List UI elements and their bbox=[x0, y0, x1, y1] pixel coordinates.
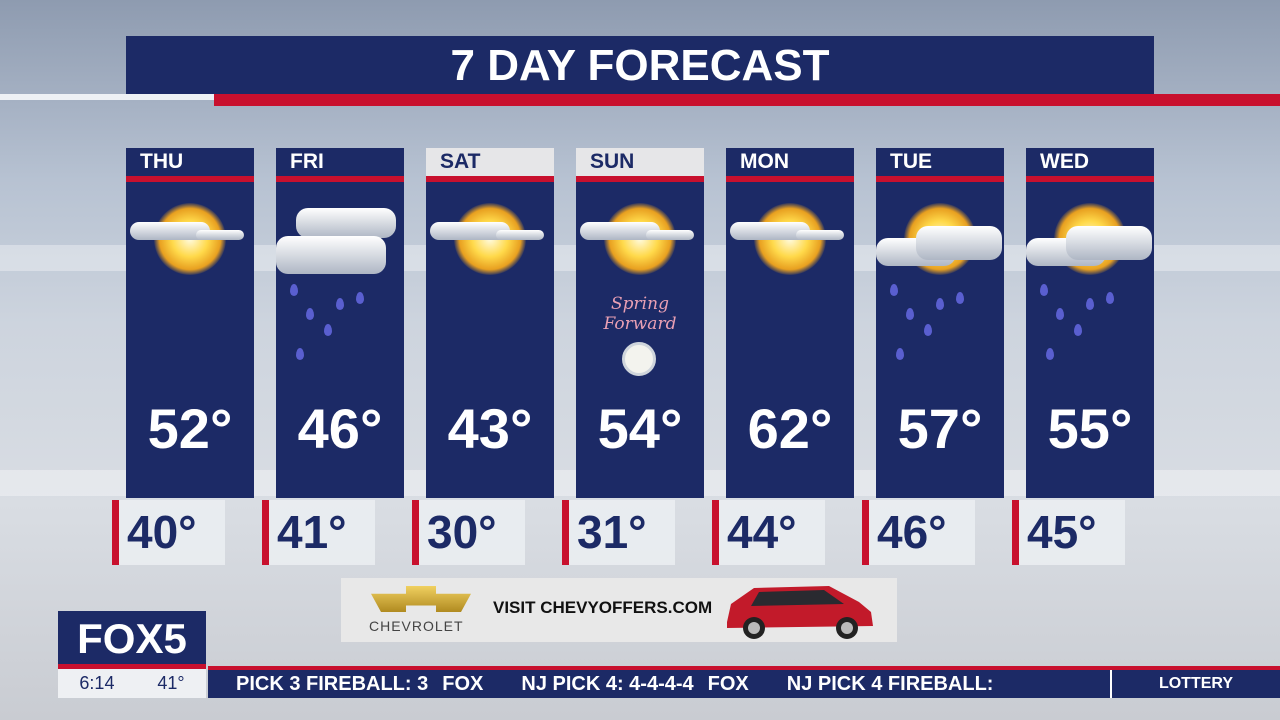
forecast-day-mon: MON 62° bbox=[726, 148, 854, 498]
low-temp: 31° bbox=[562, 500, 675, 565]
ticker-section-label: LOTTERY bbox=[1110, 670, 1280, 698]
low-temp: 41° bbox=[262, 500, 375, 565]
alarm-clock-icon bbox=[622, 342, 656, 376]
high-temp: 52° bbox=[147, 397, 233, 460]
divider bbox=[426, 176, 554, 182]
divider bbox=[276, 176, 404, 182]
low-temp: 30° bbox=[412, 500, 525, 565]
time-temp-box: 6:14 41° bbox=[58, 669, 206, 698]
ticker-item: NJ PICK 4 FIREBALL: bbox=[786, 672, 994, 695]
day-label: THU bbox=[140, 150, 184, 173]
divider bbox=[214, 94, 1280, 106]
low-temp: 45° bbox=[1012, 500, 1125, 565]
day-label: WED bbox=[1040, 150, 1089, 173]
chevrolet-ad[interactable]: CHEVROLET VISIT CHEVYOFFERS.COM bbox=[341, 578, 897, 642]
low-temp: 46° bbox=[862, 500, 975, 565]
high-temp: 62° bbox=[747, 397, 833, 460]
ad-brand: CHEVROLET bbox=[369, 618, 464, 634]
day-label: TUE bbox=[890, 150, 932, 173]
low-temp: 40° bbox=[112, 500, 225, 565]
forecast-day-tue: TUE 57° bbox=[876, 148, 1004, 498]
divider bbox=[726, 176, 854, 182]
ad-text: VISIT CHEVYOFFERS.COM bbox=[493, 598, 713, 617]
forecast-day-thu: THU 52° bbox=[126, 148, 254, 498]
high-temp: 55° bbox=[1047, 397, 1133, 460]
day-label: SAT bbox=[426, 148, 554, 176]
high-temp: 57° bbox=[897, 397, 983, 460]
fox-logo-icon: FOX bbox=[707, 672, 749, 695]
low-temp: 44° bbox=[712, 500, 825, 565]
divider bbox=[576, 176, 704, 182]
day-label: FRI bbox=[290, 150, 324, 173]
divider bbox=[126, 176, 254, 182]
spring-forward-note: Spring Forward bbox=[603, 294, 677, 334]
fox5-logo: FOX5 bbox=[58, 611, 206, 669]
chevrolet-logo-icon bbox=[371, 586, 471, 612]
current-time: 6:14 bbox=[79, 673, 115, 693]
forecast-day-sun: SUN Spring Forward 54° bbox=[576, 148, 704, 498]
news-ticker: PICK 3 FIREBALL: 3 FOX NJ PICK 4: 4-4-4-4 F… bbox=[208, 666, 1280, 698]
divider bbox=[1026, 176, 1154, 182]
forecast-day-sat: SAT 43° bbox=[426, 148, 554, 498]
current-temp: 41° bbox=[157, 673, 185, 693]
forecast-day-fri: FRI 46° bbox=[276, 148, 404, 498]
high-temp: 43° bbox=[447, 397, 533, 460]
fox-logo-icon: FOX bbox=[442, 672, 484, 695]
divider bbox=[876, 176, 1004, 182]
high-temp: 54° bbox=[597, 397, 683, 460]
divider bbox=[0, 94, 214, 100]
high-temp: 46° bbox=[297, 397, 383, 460]
car-icon bbox=[727, 586, 873, 639]
day-label: MON bbox=[740, 150, 789, 173]
forecast-title: 7 DAY FORECAST bbox=[126, 36, 1154, 94]
ticker-item: NJ PICK 4: 4-4-4-4 bbox=[521, 672, 694, 695]
ticker-item: PICK 3 FIREBALL: 3 bbox=[236, 672, 429, 695]
forecast-day-wed: WED 55° bbox=[1026, 148, 1154, 498]
day-label: SUN bbox=[576, 148, 704, 176]
